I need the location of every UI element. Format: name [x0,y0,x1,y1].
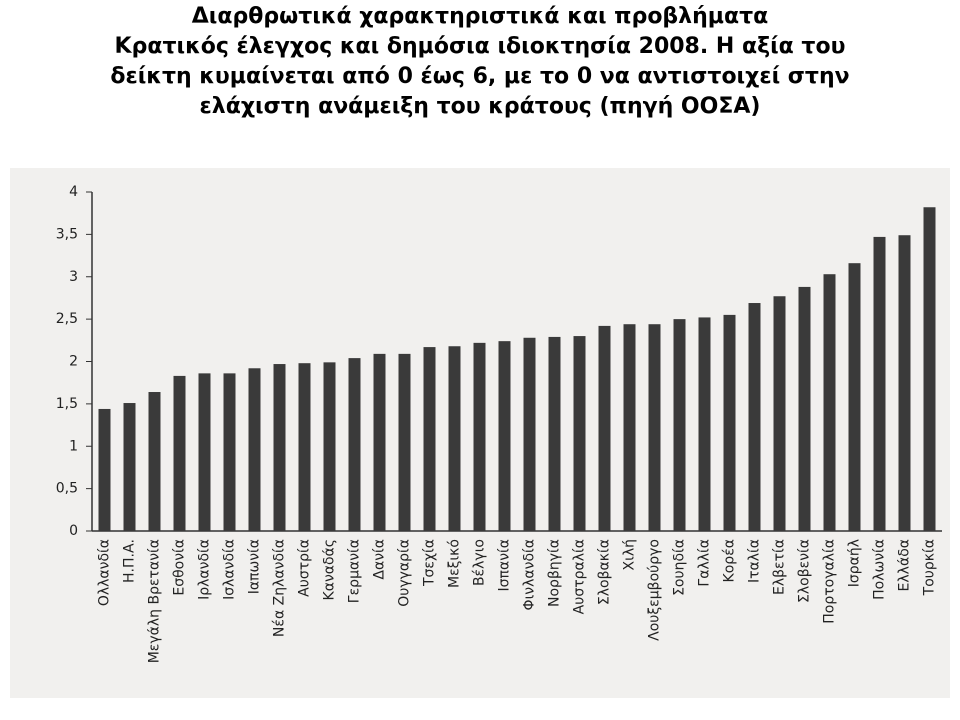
x-tick-label: Δανία [372,539,388,580]
bar [248,368,261,531]
bar [123,403,136,531]
x-tick-label: Νορβηγία [547,539,563,607]
x-tick-label: Ελλάδα [897,539,913,591]
chart-title: Διαρθρωτικά χαρακτηριστικά και προβλήματ… [191,4,769,29]
y-tick-label: 2 [69,354,78,370]
x-tick-label: Τσεχία [422,539,438,587]
x-tick-label: Ισλανδία [222,539,238,600]
bar [98,408,111,531]
bar [473,342,486,531]
bar [173,375,186,531]
bar [223,373,236,531]
x-tick-label: Φινλανδία [522,539,538,610]
x-tick-label: Αυστρία [297,539,313,597]
bar [798,286,811,531]
bar [348,358,361,531]
bar [448,346,461,531]
x-tick-label: Πορτογαλία [822,539,838,624]
bar [723,314,736,531]
x-tick-label: Κορέα [722,539,738,582]
bar [373,353,386,531]
y-tick-label: 3 [69,269,78,285]
bar [548,336,561,531]
y-tick-label: 1 [69,438,78,454]
bar [523,337,536,531]
chart-subtitle: Κρατικός έλεγχος και δημόσια ιδιοκτησία … [110,34,850,119]
bar [298,363,311,531]
y-tick-label: 1,5 [56,396,78,412]
bar [673,319,686,531]
bar [848,263,861,531]
x-tick-label: Η.Π.Α. [122,539,138,583]
x-tick-label: Σλοβενία [797,539,813,603]
x-tick-label: Αυστραλία [572,539,588,614]
x-tick-label: Ιρλανδία [197,539,213,600]
x-tick-label: Ιταλία [747,539,763,583]
y-tick-label: 3,5 [56,226,78,242]
bar [623,324,636,531]
y-tick-label: 0 [69,523,78,539]
x-tick-label: Εσθονία [172,539,188,596]
bar [498,341,511,531]
bar [573,336,586,531]
x-tick-label: Νέα Ζηλανδία [272,539,288,637]
bar [323,362,336,531]
x-tick-label: Ισπανία [497,539,513,591]
x-tick-label: Ουγγαρία [397,539,413,607]
x-tick-label: Σλοβακία [597,539,613,605]
x-tick-label: Γαλλία [697,539,713,587]
bar [148,392,161,531]
x-tick-label: Ισραήλ [847,539,863,587]
bar [198,373,211,531]
bar [698,317,711,531]
bar [648,324,661,531]
x-tick-label: Τουρκία [922,539,938,596]
bar [773,296,786,531]
bar [898,235,911,531]
bar [823,274,836,531]
header: Διαρθρωτικά χαρακτηριστικά και προβλήματ… [0,2,960,122]
x-tick-label: Γερμανία [347,539,363,603]
bar [748,303,761,531]
bar [923,207,936,531]
x-tick-label: Ιαπωνία [247,539,263,594]
x-tick-label: Μεγάλη Βρετανία [147,539,163,663]
y-tick-label: 0,5 [56,481,78,497]
y-tick-label: 2,5 [56,311,78,327]
bar [273,364,286,531]
x-tick-label: Λουξεμβούργο [647,539,663,641]
x-tick-label: Πολωνία [872,539,888,600]
bar [598,325,611,531]
x-tick-label: Ελβετία [772,539,788,595]
bar [398,353,411,531]
bar [873,236,886,532]
x-tick-label: Ολλανδία [97,539,113,606]
x-tick-label: Σουηδία [672,539,688,596]
x-tick-label: Καναδάς [322,539,338,600]
x-tick-label: Χιλή [622,539,638,571]
x-tick-label: Βέλγιο [472,539,488,586]
x-tick-label: Μεξικό [447,539,463,588]
y-tick-label: 4 [69,184,78,200]
bar [423,347,436,531]
